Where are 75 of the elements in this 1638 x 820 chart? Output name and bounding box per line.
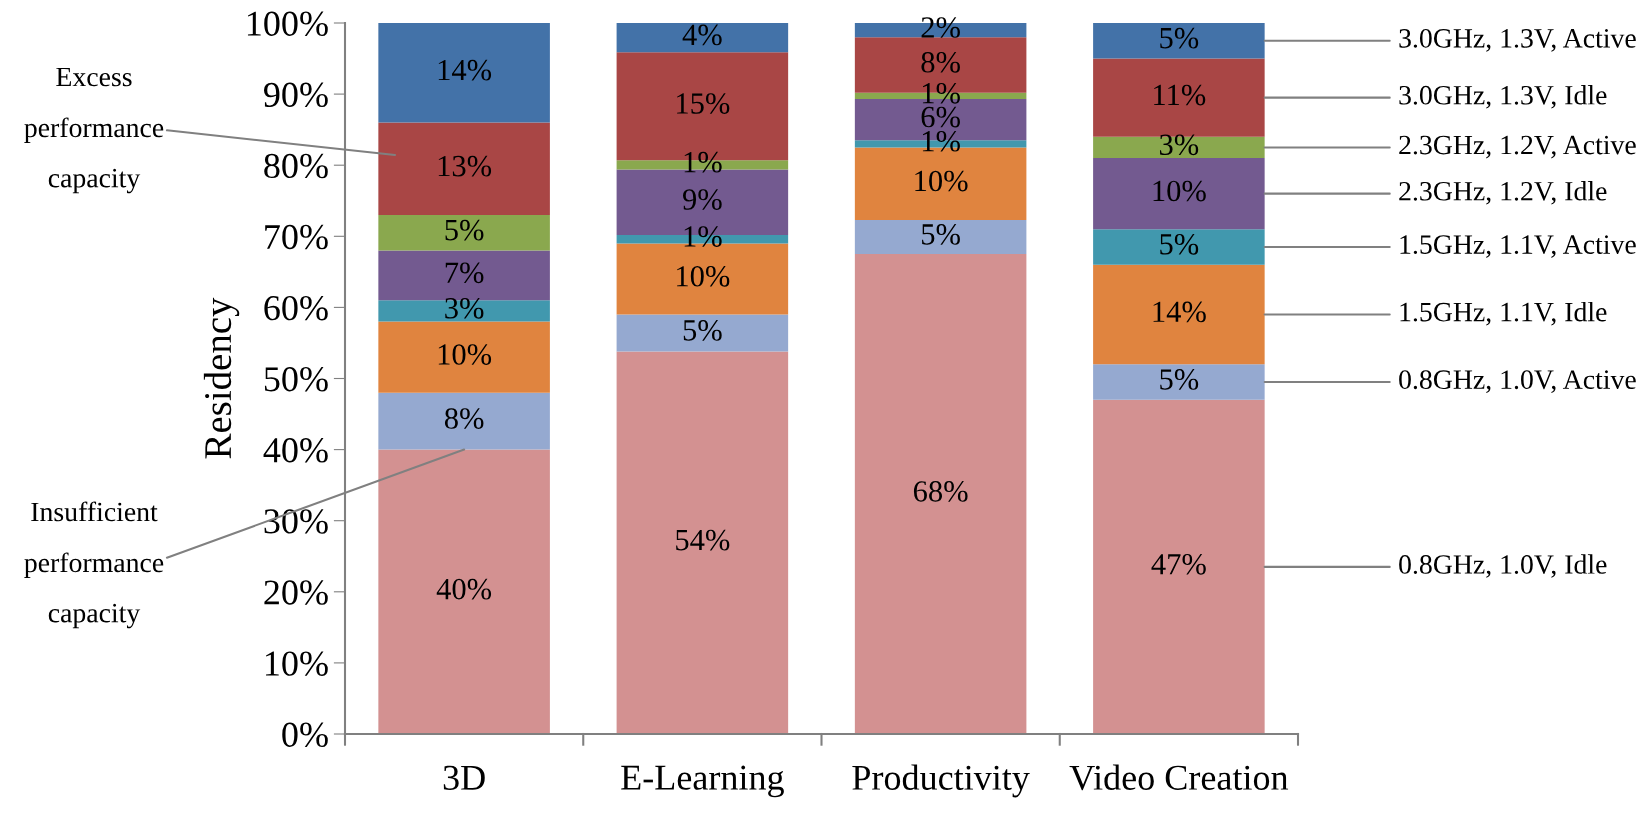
y-tick-label: 0% — [282, 722, 328, 747]
data-label: 2% — [921, 17, 960, 38]
y-tick-label: 60% — [264, 295, 328, 321]
bar — [378, 449, 550, 734]
data-label: 8% — [921, 51, 960, 73]
data-label: 13% — [438, 155, 492, 177]
text: 2.3GHz, 1.2V, Active — [1399, 135, 1636, 159]
data-label: 5% — [1160, 369, 1199, 390]
x-tick-label: E-Learning — [621, 765, 784, 798]
text: 1.5GHz, 1.1V, Active — [1400, 235, 1636, 258]
data-label: 9% — [682, 189, 722, 210]
bar — [854, 254, 1027, 734]
data-label: 47% — [1151, 553, 1206, 575]
data-label: 6% — [921, 106, 960, 128]
bar — [1093, 136, 1265, 159]
bar — [378, 392, 550, 450]
data-label: 40% — [436, 578, 492, 600]
data-label: 10% — [915, 170, 968, 192]
data-label: 5% — [922, 224, 960, 245]
data-label: 5% — [1160, 27, 1199, 49]
data-label: 10% — [677, 265, 730, 287]
bar — [1093, 23, 1265, 59]
bar — [378, 122, 550, 215]
data-label: 54% — [676, 529, 730, 551]
y-tick-label: 80% — [264, 153, 328, 179]
bar — [1093, 399, 1265, 734]
data-label: 3% — [1159, 134, 1199, 156]
data-label: 5% — [1160, 233, 1199, 255]
y-tick-label: 100% — [247, 11, 328, 36]
bar — [1093, 158, 1265, 230]
data-label: 7% — [445, 262, 484, 284]
text: 0.8GHz, 1.0V, Idle — [1399, 554, 1607, 578]
x-tick-label: 3D — [443, 765, 485, 790]
y-tick-label: 30% — [264, 509, 328, 534]
y-tick-label: 10% — [266, 651, 328, 676]
data-label: 3% — [445, 297, 484, 319]
data-label: 10% — [1153, 180, 1206, 202]
bar — [378, 300, 550, 322]
data-label: 10% — [438, 344, 492, 365]
bar — [616, 23, 789, 53]
bar — [1093, 264, 1265, 365]
text: 2.3GHz, 1.2V, Idle — [1399, 181, 1607, 205]
data-label: 5% — [683, 320, 722, 341]
y-tick-label: 50% — [264, 367, 328, 392]
bar — [1093, 364, 1265, 400]
text: 3.0GHz, 1.3V, Active — [1399, 28, 1636, 52]
y-tick-label: 70% — [265, 224, 328, 250]
data-label: 5% — [445, 219, 484, 241]
data-label: 1% — [922, 130, 960, 152]
text: 3.0GHz, 1.3V, Idle — [1399, 85, 1607, 109]
data-label: 15% — [677, 93, 730, 114]
data-label: 14% — [1153, 301, 1206, 323]
bar — [378, 321, 550, 393]
bar — [616, 314, 789, 352]
data-label: 8% — [444, 408, 484, 429]
y-tick-label: 20% — [264, 580, 328, 605]
bar — [1093, 229, 1265, 265]
text: 1.5GHz, 1.1V, Idle — [1400, 301, 1607, 326]
data-label: 11% — [1154, 84, 1206, 106]
data-label: 68% — [913, 481, 968, 502]
text: Excess performance capacity — [24, 67, 164, 194]
data-label: 14% — [438, 59, 492, 81]
y-axis-title: Residency — [203, 297, 240, 459]
bar — [616, 351, 789, 734]
y-tick-label: 90% — [264, 82, 328, 108]
bar — [378, 23, 550, 123]
x-tick-label: Video Creation — [1069, 764, 1289, 791]
y-tick-label: 40% — [263, 438, 328, 463]
annotation: Insufficient performance capacity — [24, 501, 164, 629]
bar — [378, 214, 550, 251]
bar — [854, 219, 1027, 255]
data-label: 4% — [682, 24, 722, 46]
x-tick-label: Productivity — [852, 764, 1030, 798]
data-label: 1% — [684, 226, 722, 247]
text: 0.8GHz, 1.0V, Active — [1399, 370, 1636, 394]
